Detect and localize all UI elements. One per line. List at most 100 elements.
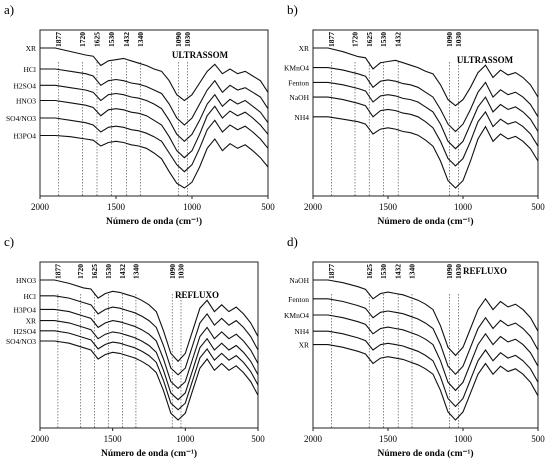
series-label-h3po4: H3PO4 xyxy=(13,132,36,141)
method-label-c: REFLUXO xyxy=(175,290,219,300)
x-tick-label-500: 500 xyxy=(261,202,275,212)
ref-label-1340: 1340 xyxy=(136,32,145,47)
ref-label-1530: 1530 xyxy=(104,264,113,279)
series-line-h2so4 xyxy=(40,330,259,411)
series-label-nh4: NH4 xyxy=(294,113,309,122)
series-label-h2so4: H2SO4 xyxy=(13,81,36,90)
ref-label-1090: 1090 xyxy=(445,264,454,279)
ref-label-1432: 1432 xyxy=(122,32,131,47)
series-label-xr: XR xyxy=(26,44,36,53)
series-label-hcl: HCl xyxy=(23,292,36,301)
ref-label-1530: 1530 xyxy=(379,264,388,279)
ref-label-1877: 1877 xyxy=(53,264,62,279)
ref-label-1530: 1530 xyxy=(107,32,116,47)
series-line-hno3 xyxy=(40,99,269,159)
x-axis-label-c: Número de onda (cm⁻¹) xyxy=(101,448,197,459)
series-line-h3po4 xyxy=(40,308,259,390)
ref-label-1432: 1432 xyxy=(118,264,127,279)
series-line-kmno4 xyxy=(313,67,539,133)
x-tick-label-500: 500 xyxy=(251,434,265,444)
ref-label-1090: 1090 xyxy=(168,264,177,279)
ref-label-1877: 1877 xyxy=(327,264,336,279)
x-axis-label-d: Número de onda (cm⁻¹) xyxy=(377,448,473,459)
x-axis-label-b: Número de onda (cm⁻¹) xyxy=(377,216,473,227)
chart-b-svg: b) 1877 1720 1625 1530 1432 1090 1030 XR KMnO4 Fen… xyxy=(284,2,545,227)
panel-letter-b: b) xyxy=(287,2,298,17)
series-label-xr: XR xyxy=(26,317,36,326)
ref-label-1625: 1625 xyxy=(365,32,374,47)
chart-a-svg: a) 1877 1720 1625 1530 1432 1340 1090 1030 XR HCl H… xyxy=(4,2,275,227)
ref-label-1340: 1340 xyxy=(131,264,140,279)
chart-d-svg: d) 1877 1625 1530 1432 1340 1090 1030 NaOH Fenton… xyxy=(284,234,545,459)
plot-frame-c xyxy=(39,261,259,429)
x-tick-label-1000: 1000 xyxy=(183,202,202,212)
ref-label-1530: 1530 xyxy=(379,32,388,47)
series-label-so4-no3: SO4/NO3 xyxy=(6,337,36,346)
series-label-xr: XR xyxy=(299,44,309,53)
ref-label-1877: 1877 xyxy=(327,32,336,47)
x-axis-label-a: Número de onda (cm⁻¹) xyxy=(106,216,202,227)
ref-label-1090: 1090 xyxy=(445,32,454,47)
series-label-hno3: HNO3 xyxy=(16,276,36,285)
series-line-h2so4 xyxy=(40,84,269,143)
series-label-hcl: HCl xyxy=(23,65,36,74)
x-tick-label-2000: 2000 xyxy=(304,202,323,212)
x-tick-label-1000: 1000 xyxy=(176,434,195,444)
x-tick-label-2000: 2000 xyxy=(304,434,323,444)
panel-letter-c: c) xyxy=(4,234,14,249)
ref-label-1340: 1340 xyxy=(408,264,417,279)
series-line-nh4 xyxy=(313,330,539,408)
panel-d: d) 1877 1625 1530 1432 1340 1090 1030 NaOH Fenton… xyxy=(275,232,550,464)
series-label-nh4: NH4 xyxy=(294,327,309,336)
series-label-kmno4: KMnO4 xyxy=(284,64,309,73)
ref-label-1432: 1432 xyxy=(394,32,403,47)
series-line-naoh xyxy=(313,96,539,167)
panel-letter-a: a) xyxy=(4,2,14,17)
panel-b: b) 1877 1720 1625 1530 1432 1090 1030 XR KMnO4 Fen… xyxy=(275,0,550,232)
series-label-fenton: Fenton xyxy=(288,295,309,304)
ref-label-1625: 1625 xyxy=(90,264,99,279)
series-label-kmno4: KMnO4 xyxy=(284,311,309,320)
x-tick-label-1500: 1500 xyxy=(379,434,398,444)
x-tick-label-2000: 2000 xyxy=(31,202,50,212)
series-label-h2so4: H2SO4 xyxy=(13,327,36,336)
plot-frame-a xyxy=(39,29,269,197)
plot-frame-d xyxy=(312,261,539,429)
series-line-xr xyxy=(40,320,259,401)
x-tick-label-1500: 1500 xyxy=(104,434,123,444)
x-tick-label-1000: 1000 xyxy=(454,202,473,212)
chart-c-svg: c) 1877 1720 1625 1530 1432 1340 1090 1030 HNO3 HC… xyxy=(4,234,265,459)
method-label-a: ULTRASSOM xyxy=(172,50,229,60)
series-line-xr xyxy=(313,47,539,107)
method-label-b: ULTRASSOM xyxy=(457,55,514,65)
series-line-fenton xyxy=(313,81,539,150)
ref-label-1090: 1090 xyxy=(174,32,183,47)
x-tick-label-2000: 2000 xyxy=(31,434,50,444)
x-tick-label-1500: 1500 xyxy=(379,202,398,212)
series-label-hno3: HNO3 xyxy=(16,97,36,106)
ref-label-1030: 1030 xyxy=(454,264,463,279)
ref-label-1030: 1030 xyxy=(176,264,185,279)
series-label-so4-no3: SO4/NO3 xyxy=(6,114,36,123)
ref-label-1720: 1720 xyxy=(351,32,360,47)
ref-label-1625: 1625 xyxy=(93,32,102,47)
series-line-hcl xyxy=(40,68,269,126)
series-label-xr: XR xyxy=(299,341,309,350)
series-line-so4-no3 xyxy=(40,117,269,173)
method-label-d: REFLUXO xyxy=(463,266,507,276)
series-line-kmno4 xyxy=(313,314,539,392)
x-tick-label-500: 500 xyxy=(531,434,545,444)
panel-c: c) 1877 1720 1625 1530 1432 1340 1090 1030 HNO3 HC… xyxy=(0,232,275,464)
series-label-fenton: Fenton xyxy=(288,78,309,87)
series-line-naoh xyxy=(313,279,539,357)
x-tick-label-1500: 1500 xyxy=(107,202,126,212)
panel-letter-d: d) xyxy=(287,234,298,249)
ref-label-1030: 1030 xyxy=(183,32,192,47)
series-line-xr xyxy=(40,47,269,102)
ref-label-1877: 1877 xyxy=(54,32,63,47)
ref-label-1030: 1030 xyxy=(454,32,463,47)
ref-label-1720: 1720 xyxy=(78,32,87,47)
series-line-hno3 xyxy=(40,279,259,363)
ref-label-1432: 1432 xyxy=(394,264,403,279)
panel-a: a) 1877 1720 1625 1530 1432 1340 1090 1030 XR HCl H… xyxy=(0,0,275,232)
